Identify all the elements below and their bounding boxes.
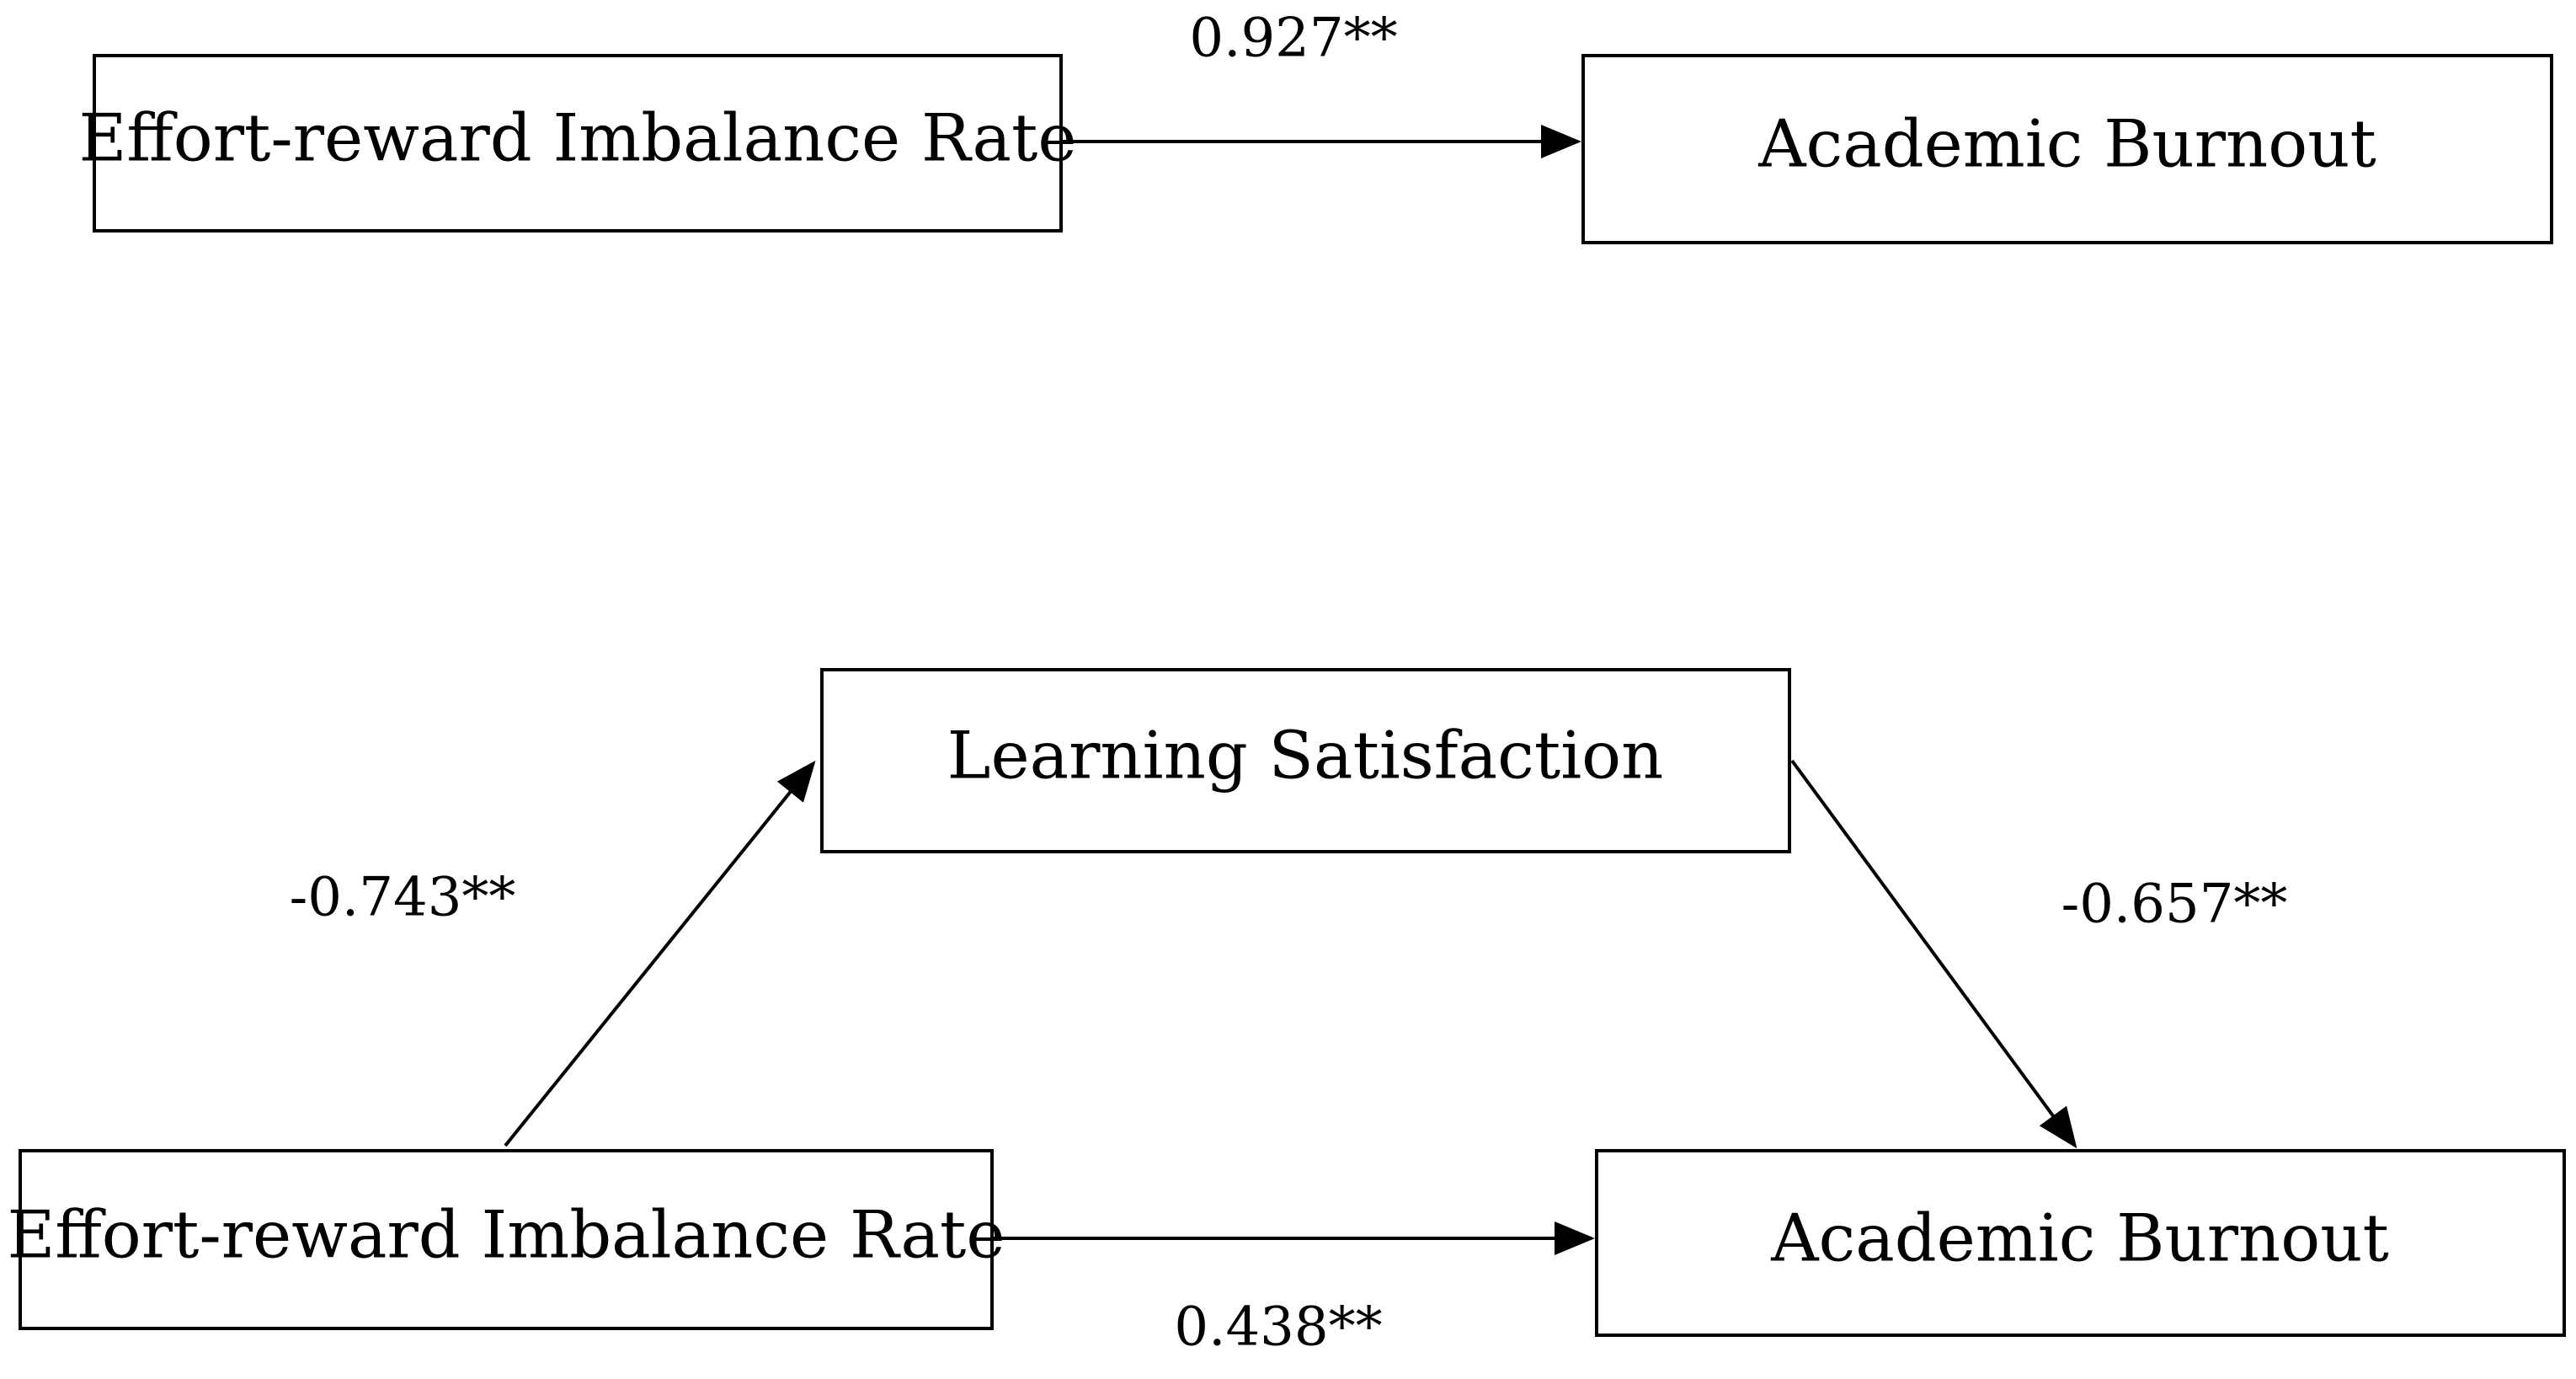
mediator-box: Learning Satisfaction: [820, 668, 1791, 853]
path-b-arrow: [1790, 759, 2077, 1149]
top-outcome-label: Academic Burnout: [1757, 107, 2376, 183]
bottom-predictor-box: Effort-reward Imbalance Rate: [7, 1149, 1005, 1330]
top-predictor-label: Effort-reward Imbalance Rate: [78, 101, 1076, 177]
path-a-arrow: [504, 760, 816, 1147]
direct-effect-coefficient: 0.438**: [1174, 1296, 1382, 1359]
top-model: Effort-reward Imbalance Rate Academic Bu…: [78, 8, 2553, 244]
bottom-outcome-box: Academic Burnout: [1595, 1149, 2566, 1337]
path-b-coefficient: -0.657**: [2061, 874, 2288, 936]
bottom-outcome-label: Academic Burnout: [1770, 1201, 2389, 1277]
top-outcome-box: Academic Burnout: [1581, 54, 2553, 244]
path-a-coefficient: -0.743**: [290, 867, 516, 929]
bottom-model: Learning Satisfaction Effort-reward Imba…: [7, 668, 2566, 1359]
total-effect-coefficient: 0.927**: [1189, 8, 1397, 70]
bottom-predictor-label: Effort-reward Imbalance Rate: [7, 1198, 1005, 1274]
top-predictor-box: Effort-reward Imbalance Rate: [78, 54, 1077, 233]
mediator-label: Learning Satisfaction: [947, 719, 1664, 794]
